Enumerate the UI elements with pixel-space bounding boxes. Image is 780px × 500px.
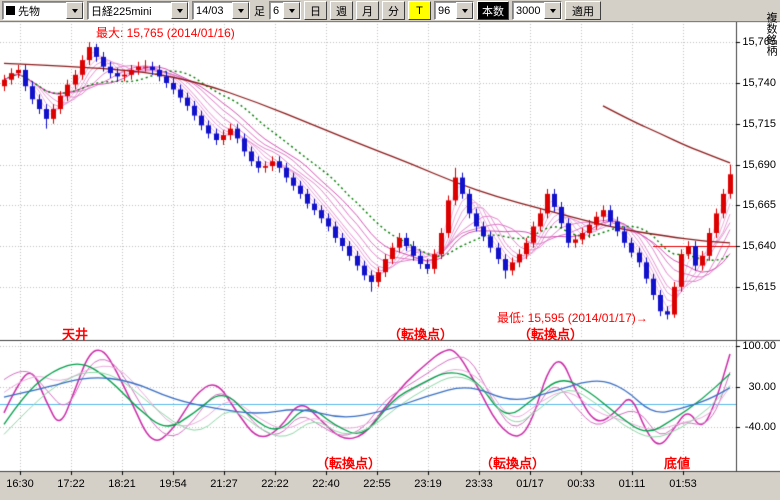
chevron-down-icon[interactable] xyxy=(66,2,83,19)
apply-button[interactable]: 適用 xyxy=(565,1,601,20)
chevron-down-icon[interactable] xyxy=(544,2,561,19)
tick-mode-button[interactable]: T xyxy=(408,1,431,20)
toolbar: 先物 日経225mini 14/03 足 6 日 週 月 分 T 96 本数 3… xyxy=(0,0,780,22)
symbol-value: 日経225mini xyxy=(91,5,152,18)
chevron-down-icon[interactable] xyxy=(232,2,249,19)
price-chart-canvas[interactable] xyxy=(0,21,780,500)
period-month-button[interactable]: 月 xyxy=(356,1,379,20)
category-swatch-icon xyxy=(6,6,15,15)
symbol-select[interactable]: 日経225mini xyxy=(87,1,189,20)
bar-count-select[interactable]: 3000 xyxy=(512,1,562,20)
period-minute-button[interactable]: 分 xyxy=(382,1,405,20)
chevron-down-icon[interactable] xyxy=(456,2,473,19)
bar-type-label: 足 xyxy=(254,5,265,18)
instrument-category-value: 先物 xyxy=(18,5,40,18)
bar-count-value: 3000 xyxy=(516,4,541,17)
chevron-down-icon xyxy=(288,8,295,13)
period-week-button[interactable]: 週 xyxy=(330,1,353,20)
tick-size-value: 96 xyxy=(438,4,451,17)
chevron-down-icon[interactable] xyxy=(283,2,300,19)
instrument-category-select[interactable]: 先物 xyxy=(2,1,84,20)
period-day-button[interactable]: 日 xyxy=(304,1,327,20)
chevron-down-icon xyxy=(237,8,244,13)
contract-month-value: 14/03 xyxy=(196,4,224,17)
chevron-down-icon xyxy=(549,8,556,13)
interval-select[interactable]: 6 xyxy=(269,1,301,20)
multi-symbol-tab[interactable]: 複数銘柄 xyxy=(765,12,777,56)
bar-count-label: 本数 xyxy=(477,1,509,20)
chevron-down-icon xyxy=(461,8,468,13)
chevron-down-icon xyxy=(71,8,78,13)
chart-area: 15,765 15,740 15,715 15,690 15,665 15,640 15,6… xyxy=(0,21,780,500)
tick-size-select[interactable]: 96 xyxy=(434,1,474,20)
contract-month-select[interactable]: 14/03 xyxy=(192,1,250,20)
chevron-down-icon[interactable] xyxy=(171,2,188,19)
chevron-down-icon xyxy=(176,8,183,13)
interval-value: 6 xyxy=(273,4,280,17)
